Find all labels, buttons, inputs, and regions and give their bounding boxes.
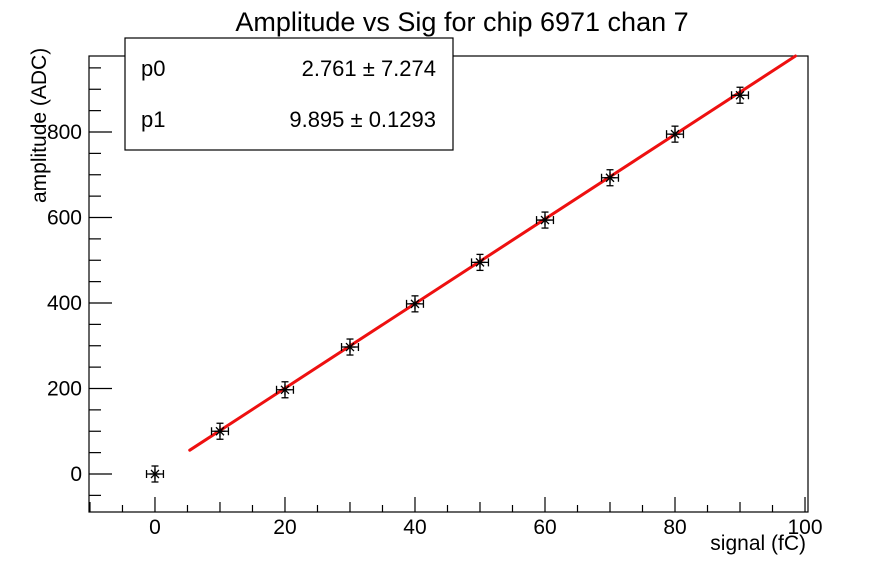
stats-param-value: 9.895 ± 0.1293: [289, 107, 436, 132]
marker-spoke: [345, 342, 355, 352]
data-point-marker: [600, 169, 620, 187]
data-point-marker: [470, 253, 490, 272]
data-point-marker: [340, 338, 360, 356]
y-tick-label: 800: [47, 121, 82, 144]
x-tick-label: 60: [533, 516, 556, 539]
x-axis-ticks: 0 20 40 60 80 100: [89, 497, 823, 539]
y-tick-label: 400: [47, 292, 82, 315]
fit-line: [188, 54, 798, 452]
x-tick-label: 0: [149, 516, 161, 539]
x-tick-label: 40: [403, 516, 426, 539]
data-point-marker: [210, 422, 230, 440]
data-point-marker: [145, 465, 165, 483]
marker-spoke: [735, 90, 745, 100]
data-point-marker: [665, 125, 685, 143]
data-points-group: [145, 86, 750, 483]
data-point-marker: [275, 381, 295, 399]
data-point-marker: [405, 295, 425, 313]
y-tick-label: 0: [70, 463, 82, 486]
x-tick-label: 80: [663, 516, 686, 539]
x-axis-title: signal (fC): [710, 532, 806, 555]
stats-box: p0 2.761 ± 7.274 p1 9.895 ± 0.1293: [124, 37, 454, 151]
marker-spoke: [605, 173, 615, 183]
y-axis-title: amplitude (ADC): [28, 48, 51, 203]
x-tick-label: 20: [273, 516, 296, 539]
data-point-marker: [535, 211, 555, 229]
chart-title: Amplitude vs Sig for chip 6971 chan 7: [235, 7, 688, 37]
y-tick-label: 600: [47, 207, 82, 230]
marker-spoke: [540, 215, 550, 225]
data-point-marker: [730, 86, 750, 104]
marker-spoke: [410, 299, 420, 309]
stats-param-value: 2.761 ± 7.274: [302, 56, 436, 81]
fit-line-group: [188, 54, 798, 452]
x-tick-label: 100: [787, 516, 822, 539]
stats-param-name: p1: [141, 107, 165, 132]
y-tick-label: 200: [47, 377, 82, 400]
marker-spoke: [670, 129, 680, 139]
stats-param-name: p0: [141, 56, 165, 81]
marker-spoke: [215, 426, 225, 436]
stats-box-frame: [124, 37, 454, 151]
marker-spoke: [150, 469, 160, 479]
marker-spoke: [280, 385, 290, 395]
marker-spoke: [475, 257, 485, 267]
y-axis-ticks: 0 200 400 600 800: [47, 67, 112, 496]
